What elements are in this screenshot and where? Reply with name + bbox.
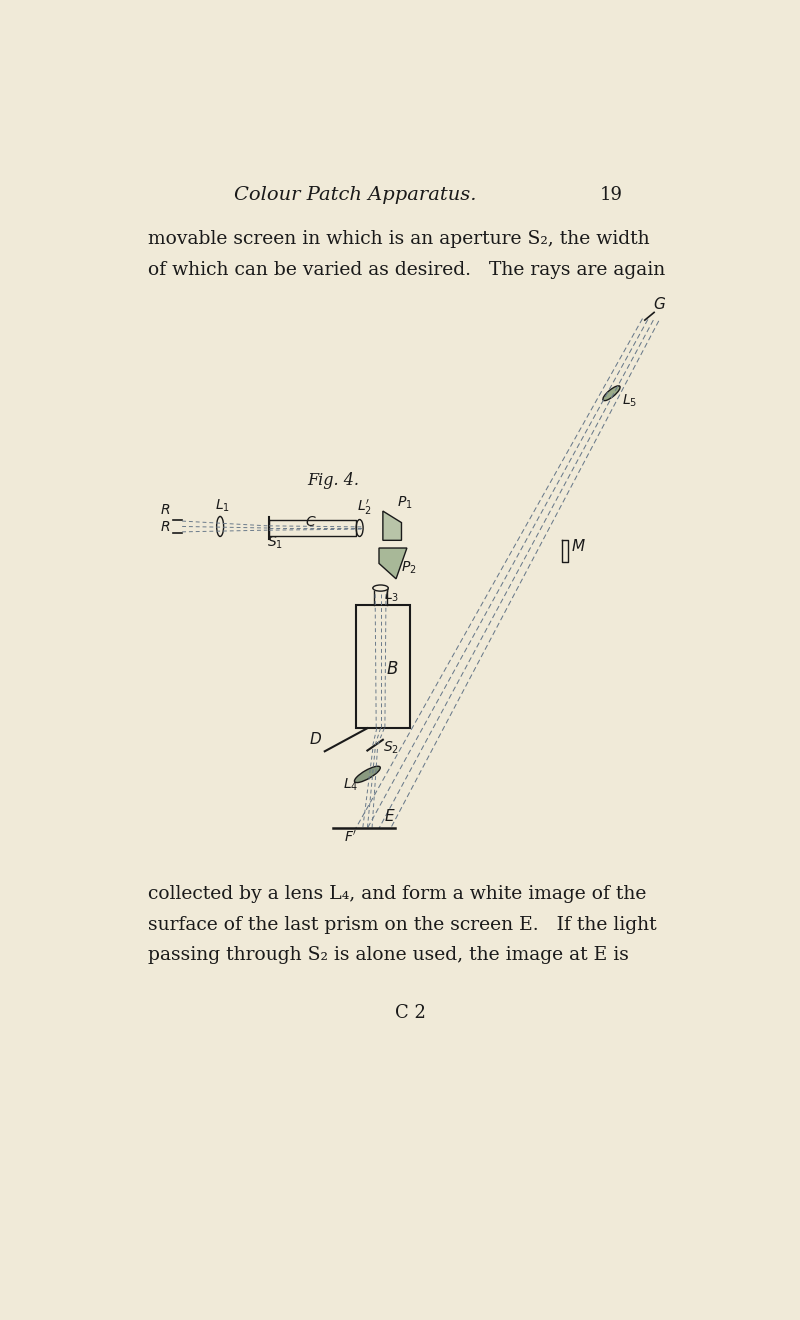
Polygon shape: [383, 511, 402, 540]
Text: $L_5$: $L_5$: [622, 393, 637, 409]
Text: $M$: $M$: [571, 539, 586, 554]
Text: $B$: $B$: [386, 661, 398, 678]
Text: $S_1$: $S_1$: [267, 535, 283, 550]
Text: $G$: $G$: [653, 296, 666, 312]
Text: passing through S₂ is alone used, the image at E is: passing through S₂ is alone used, the im…: [148, 946, 629, 965]
Text: Colour Patch Apparatus.: Colour Patch Apparatus.: [234, 186, 477, 205]
Ellipse shape: [356, 520, 363, 536]
Polygon shape: [356, 605, 410, 729]
Text: $L_3$: $L_3$: [385, 587, 399, 605]
Text: C 2: C 2: [394, 1005, 426, 1022]
Text: movable screen in which is an aperture S₂, the width: movable screen in which is an aperture S…: [148, 230, 650, 248]
Text: Fig. 4.: Fig. 4.: [308, 471, 360, 488]
Ellipse shape: [373, 585, 388, 591]
Text: $D$: $D$: [310, 730, 322, 747]
Ellipse shape: [603, 385, 620, 401]
Ellipse shape: [354, 766, 380, 783]
Text: $R$: $R$: [161, 520, 170, 535]
Text: $C$: $C$: [305, 516, 316, 529]
Text: 19: 19: [600, 186, 623, 205]
Text: $R$: $R$: [161, 503, 170, 517]
Text: $P_2$: $P_2$: [401, 560, 416, 576]
Text: $S_2$: $S_2$: [383, 739, 399, 755]
Polygon shape: [379, 548, 407, 578]
Text: of which can be varied as desired.   The rays are again: of which can be varied as desired. The r…: [148, 261, 666, 279]
Text: surface of the last prism on the screen E.   If the light: surface of the last prism on the screen …: [148, 916, 657, 933]
Text: $L_4$: $L_4$: [342, 776, 358, 792]
Text: $L_2'$: $L_2'$: [357, 498, 371, 517]
Text: collected by a lens L₄, and form a white image of the: collected by a lens L₄, and form a white…: [148, 884, 646, 903]
Text: $E$: $E$: [385, 808, 396, 824]
Text: $F'$: $F'$: [344, 830, 358, 845]
Ellipse shape: [217, 516, 224, 536]
Text: $L_1$: $L_1$: [215, 498, 230, 513]
Text: $P_1$: $P_1$: [397, 495, 413, 511]
